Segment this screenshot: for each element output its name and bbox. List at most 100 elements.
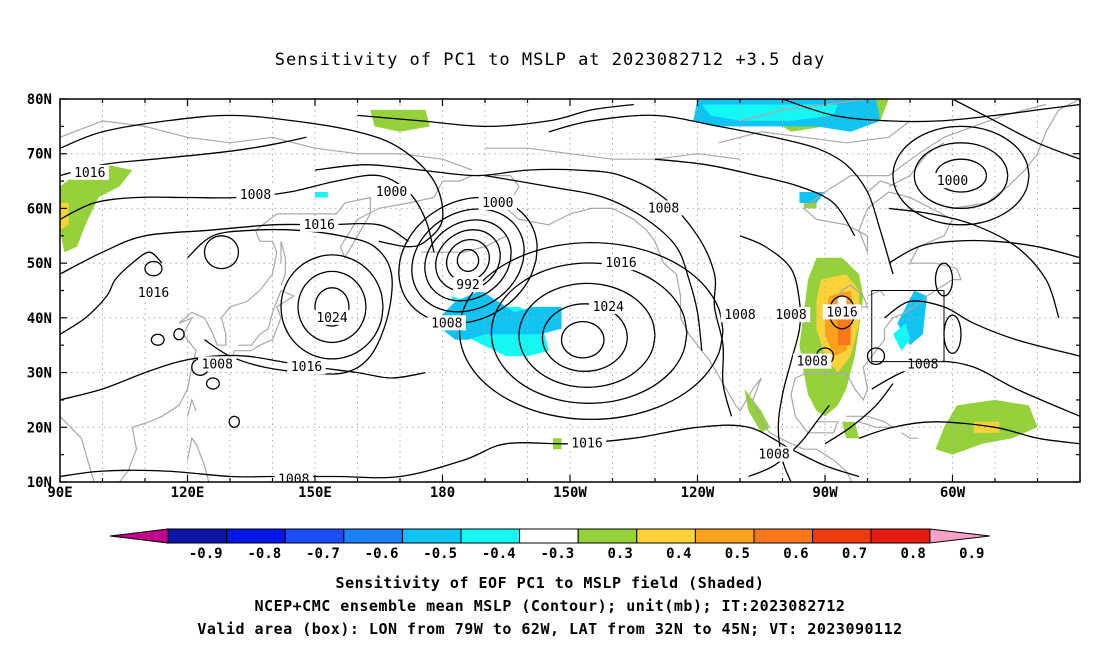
contour-label: 1008 bbox=[431, 316, 462, 331]
colorbar-label: -0.8 bbox=[247, 546, 281, 562]
colorbar-swatch bbox=[694, 528, 755, 544]
lon-label: 150W bbox=[553, 485, 587, 501]
colorbar-label: 0.5 bbox=[725, 546, 750, 562]
contour-label-bg bbox=[312, 309, 352, 325]
contour-label-bg bbox=[720, 307, 760, 323]
contour-label-bg bbox=[601, 255, 641, 271]
lon-label: 120E bbox=[171, 485, 205, 501]
colorbar-swatch bbox=[401, 528, 462, 544]
contour-label: 1000 bbox=[482, 196, 513, 211]
contour-label: 1016 bbox=[138, 286, 169, 301]
contour-label-bg bbox=[589, 298, 628, 314]
contour-label: 1008 bbox=[648, 201, 679, 216]
contour-label: 992 bbox=[456, 278, 479, 293]
lat-label: 30N bbox=[27, 366, 52, 382]
lon-label: 60W bbox=[940, 485, 966, 501]
contour-label: 1016 bbox=[291, 360, 322, 375]
lat-label: 10N bbox=[27, 475, 52, 491]
caption-contour: NCEP+CMC ensemble mean MSLP (Contour); u… bbox=[254, 597, 846, 615]
contour-label: 1016 bbox=[74, 166, 105, 181]
colorbar-swatch bbox=[812, 528, 872, 544]
colorbar-label: -0.3 bbox=[540, 546, 574, 562]
colorbar-swatch bbox=[870, 528, 931, 544]
contour-label-bg bbox=[70, 164, 109, 180]
lon-label: 90E bbox=[47, 485, 72, 501]
lon-label: 90W bbox=[812, 485, 838, 501]
contour-labels: 1016 1008 1000 1000 1008 1000 1016 1016 1024 992 1… bbox=[70, 164, 972, 487]
contour-label: 1000 bbox=[937, 174, 968, 189]
contour-label: 1008 bbox=[202, 357, 233, 372]
contour-label-bg bbox=[903, 356, 942, 372]
contour-label-bg bbox=[300, 216, 339, 232]
latitude-labels: 80N 70N 60N 50N 40N 30N 20N 10N bbox=[27, 92, 52, 491]
colorbar-swatch bbox=[519, 528, 579, 544]
lat-label: 20N bbox=[27, 420, 52, 436]
contour-label-bg bbox=[198, 356, 237, 372]
lat-label: 40N bbox=[27, 311, 52, 327]
colorbar-low-end bbox=[109, 528, 169, 544]
valid-area-box bbox=[871, 290, 945, 363]
colorbar-swatch bbox=[460, 528, 521, 544]
colorbar-swatch bbox=[753, 528, 814, 544]
lat-label: 80N bbox=[27, 92, 52, 108]
colorbar-label: 0.4 bbox=[666, 546, 691, 562]
colorbar-label: 0.6 bbox=[783, 546, 808, 562]
colorbar-swatch bbox=[226, 528, 286, 544]
colorbar-swatch bbox=[284, 528, 345, 544]
lat-label: 60N bbox=[27, 201, 52, 217]
contour-label-bg bbox=[478, 194, 517, 210]
contour-label-bg bbox=[372, 184, 411, 200]
lon-label: 150E bbox=[298, 485, 332, 501]
contour-label-bg bbox=[822, 304, 862, 320]
contour-label-bg bbox=[567, 435, 607, 451]
contour-label: 1024 bbox=[593, 300, 624, 315]
colorbar-label: 0.9 bbox=[959, 546, 984, 562]
contour-label-bg bbox=[287, 359, 326, 375]
colorbar-label: -0.4 bbox=[482, 546, 516, 562]
contour-label: 1016 bbox=[605, 256, 636, 271]
contour-label: 1008 bbox=[775, 308, 806, 323]
contour-label-bg bbox=[793, 353, 832, 369]
contour-label: 1008 bbox=[240, 188, 271, 203]
lat-label: 70N bbox=[27, 147, 52, 163]
contour-label: 1000 bbox=[376, 185, 407, 200]
colorbar-label: 0.8 bbox=[901, 546, 926, 562]
contour-label: 1008 bbox=[724, 308, 755, 323]
contour-label: 1008 bbox=[907, 357, 938, 372]
contour-label-bg bbox=[644, 200, 683, 216]
caption-shading: Sensitivity of EOF PC1 to MSLP field (Sh… bbox=[335, 574, 765, 592]
map-title: Sensitivity of PC1 to MSLP at 2023082712… bbox=[274, 50, 826, 70]
colorbar: -0.9 -0.8 -0.7 -0.6 -0.5 -0.4 -0.3 0.3 0.4 0.5 0.6… bbox=[109, 528, 990, 562]
contour-label-bg bbox=[427, 315, 466, 331]
contour-label-bg bbox=[236, 186, 275, 202]
contour-label: 1016 bbox=[571, 437, 602, 452]
contour-label-bg bbox=[453, 277, 483, 293]
contour-label-bg bbox=[134, 285, 173, 301]
lon-label: 120W bbox=[681, 485, 715, 501]
colorbar-swatch bbox=[167, 528, 228, 544]
colorbar-swatch bbox=[636, 528, 696, 544]
caption-valid-area: Valid area (box): LON from 79W to 62W, L… bbox=[197, 620, 903, 638]
sensitivity-shading bbox=[60, 99, 1038, 455]
colorbar-high-end bbox=[929, 528, 990, 544]
contour-label: 1008 bbox=[758, 448, 789, 463]
contour-label-bg bbox=[274, 471, 313, 482]
axis-ticks bbox=[59, 98, 1081, 483]
colorbar-swatch bbox=[577, 528, 638, 544]
contour-label-bg bbox=[933, 173, 972, 189]
colorbar-label: -0.7 bbox=[306, 546, 340, 562]
contour-label-bg bbox=[771, 307, 811, 323]
contour-label: 1008 bbox=[278, 472, 309, 487]
colorbar-label: -0.6 bbox=[365, 546, 399, 562]
colorbar-label: 0.7 bbox=[842, 546, 867, 562]
contour-label-bg bbox=[754, 446, 794, 462]
colorbar-label: -0.9 bbox=[189, 546, 223, 562]
contour-label: 1024 bbox=[316, 311, 347, 326]
contour-label: 1016 bbox=[826, 305, 857, 320]
contour-label: 1008 bbox=[797, 355, 828, 370]
lat-label: 50N bbox=[27, 256, 52, 272]
colorbar-label: 0.3 bbox=[608, 546, 633, 562]
lon-label: 180 bbox=[430, 485, 455, 501]
longitude-labels: 90E 120E 150E 180 150W 120W 90W 60W bbox=[47, 485, 965, 501]
